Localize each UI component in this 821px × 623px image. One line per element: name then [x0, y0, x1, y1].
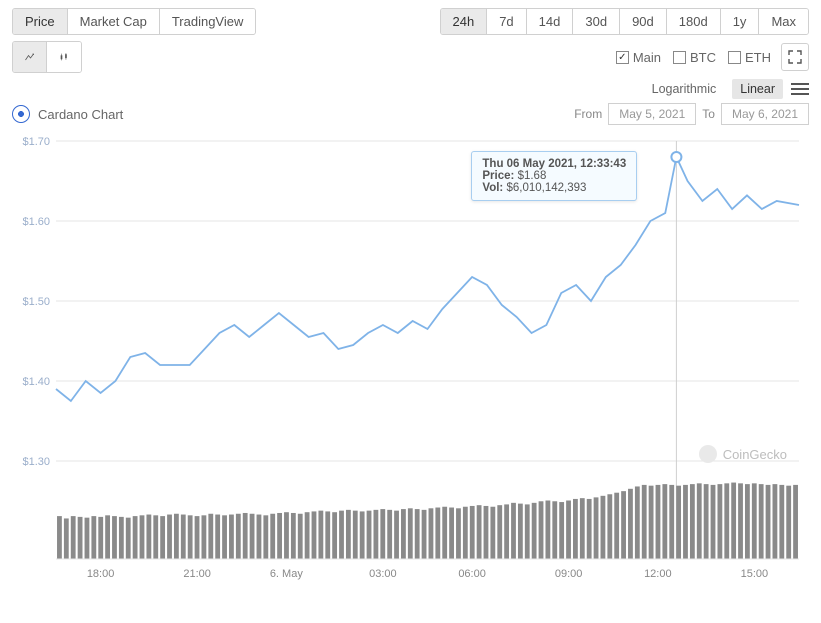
svg-text:$1.30: $1.30: [22, 456, 50, 468]
chart-menu-button[interactable]: [791, 80, 809, 98]
tab-marketcap[interactable]: Market Cap: [68, 9, 160, 34]
compare-btc-label: BTC: [690, 50, 716, 65]
from-label: From: [574, 107, 602, 121]
watermark-text: CoinGecko: [723, 447, 787, 462]
range-30d[interactable]: 30d: [573, 9, 620, 34]
chart-svg: $1.30 $1.40 $1.50 $1.60 $1.70 18:00 21:00 6. Ma…: [12, 131, 809, 591]
charttype-line[interactable]: [13, 42, 47, 72]
checkbox-icon: [673, 51, 686, 64]
checkbox-icon: [728, 51, 741, 64]
scale-log[interactable]: Logarithmic: [644, 79, 725, 99]
svg-text:18:00: 18:00: [87, 568, 115, 580]
range-7d[interactable]: 7d: [487, 9, 526, 34]
range-90d[interactable]: 90d: [620, 9, 667, 34]
to-label: To: [702, 107, 715, 121]
svg-text:$1.50: $1.50: [22, 296, 50, 308]
from-date-input[interactable]: May 5, 2021: [608, 103, 696, 125]
svg-text:$1.60: $1.60: [22, 216, 50, 228]
compare-group: Main BTC ETH: [616, 50, 771, 65]
watermark: CoinGecko: [699, 445, 787, 463]
compare-main[interactable]: Main: [616, 50, 661, 65]
cardano-icon: [12, 105, 30, 123]
tab-price[interactable]: Price: [13, 9, 68, 34]
chart-area[interactable]: $1.30 $1.40 $1.50 $1.60 $1.70 18:00 21:00 6. Ma…: [12, 131, 809, 591]
range-24h[interactable]: 24h: [441, 9, 488, 34]
svg-text:06:00: 06:00: [458, 568, 486, 580]
range-group: 24h 7d 14d 30d 90d 180d 1y Max: [440, 8, 810, 35]
scale-linear[interactable]: Linear: [732, 79, 783, 99]
svg-text:09:00: 09:00: [555, 568, 583, 580]
checkbox-checked-icon: [616, 51, 629, 64]
line-chart-icon: [25, 50, 34, 64]
coingecko-icon: [699, 445, 717, 463]
range-14d[interactable]: 14d: [527, 9, 574, 34]
compare-eth-label: ETH: [745, 50, 771, 65]
svg-text:03:00: 03:00: [369, 568, 397, 580]
svg-text:$1.70: $1.70: [22, 136, 50, 148]
expand-button[interactable]: [781, 43, 809, 71]
compare-btc[interactable]: BTC: [673, 50, 716, 65]
svg-text:6. May: 6. May: [270, 568, 304, 580]
compare-eth[interactable]: ETH: [728, 50, 771, 65]
to-date-input[interactable]: May 6, 2021: [721, 103, 809, 125]
expand-icon: [788, 50, 802, 64]
tab-tradingview[interactable]: TradingView: [160, 9, 256, 34]
chart-title: Cardano Chart: [38, 107, 123, 122]
range-max[interactable]: Max: [759, 9, 808, 34]
range-180d[interactable]: 180d: [667, 9, 721, 34]
compare-main-label: Main: [633, 50, 661, 65]
candle-chart-icon: [59, 50, 69, 64]
svg-text:15:00: 15:00: [741, 568, 769, 580]
charttype-group: [12, 41, 82, 73]
range-1y[interactable]: 1y: [721, 9, 760, 34]
tab-group: Price Market Cap TradingView: [12, 8, 256, 35]
svg-text:$1.40: $1.40: [22, 376, 50, 388]
svg-text:21:00: 21:00: [183, 568, 211, 580]
charttype-candle[interactable]: [47, 42, 81, 72]
svg-text:12:00: 12:00: [644, 568, 672, 580]
